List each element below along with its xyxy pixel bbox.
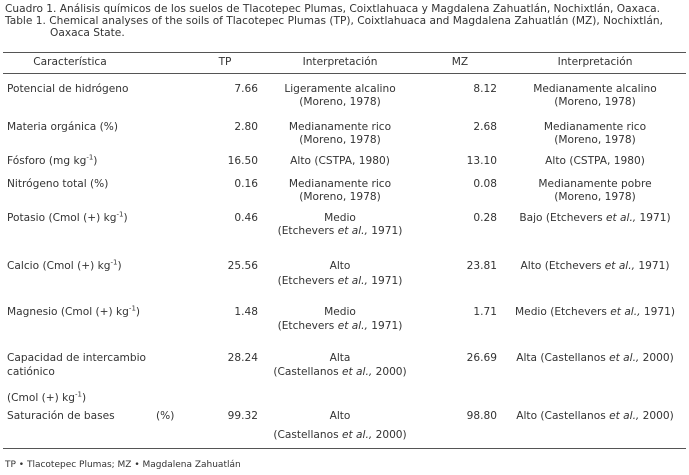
cell-interp-mz-calcio: Alto (Etchevers et al., 1971) bbox=[520, 260, 670, 272]
cell-tp-fosforo: 16.50 bbox=[227, 155, 258, 167]
cell-interp-tp-materia-organica: Medianamente rico bbox=[288, 121, 392, 133]
cell-mz-cic: 26.69 bbox=[466, 352, 497, 364]
cell-interp-tp-saturacion: Alto bbox=[329, 410, 351, 422]
cell-interp-tp-nitrogeno: Medianamente rico bbox=[288, 178, 392, 190]
cell-interp-tp-ph: Ligeramente alcalino bbox=[284, 83, 396, 95]
cell-mz-calcio: 23.81 bbox=[466, 260, 497, 272]
cell-interp-tp-materia-organica-ref: (Moreno, 1978) bbox=[299, 134, 381, 146]
row-label-saturacion-unit: (%) bbox=[156, 410, 175, 422]
table-top-rule bbox=[3, 52, 686, 53]
row-label-potasio: Potasio (Cmol (+) kg-1) bbox=[7, 210, 128, 224]
cell-mz-fosforo: 13.10 bbox=[466, 155, 497, 167]
row-label-ph: Potencial de hidrógeno bbox=[7, 83, 129, 95]
caption-spanish: Cuadro 1. Análisis químicos de los suelo… bbox=[5, 3, 661, 15]
cell-mz-ph: 8.12 bbox=[473, 83, 497, 95]
header-tp: TP bbox=[218, 56, 232, 68]
cell-interp-tp-calcio: Alto bbox=[329, 260, 351, 272]
cell-interp-mz-magnesio: Medio (Etchevers et al., 1971) bbox=[515, 306, 675, 318]
cell-interp-tp-saturacion-ref: (Castellanos et al., 2000) bbox=[273, 429, 407, 441]
cell-mz-nitrogeno: 0.08 bbox=[473, 178, 497, 190]
header-interpretacion-mz: Interpretación bbox=[557, 56, 633, 68]
cell-interp-mz-potasio: Bajo (Etchevers et al., 1971) bbox=[519, 212, 671, 224]
cell-interp-mz-materia-organica: Medianamente rico bbox=[543, 121, 647, 133]
cell-tp-magnesio: 1.48 bbox=[234, 306, 258, 318]
row-label-saturacion: Saturación de bases bbox=[7, 410, 115, 422]
table-header-rule bbox=[3, 73, 686, 74]
cell-mz-magnesio: 1.71 bbox=[473, 306, 497, 318]
cell-tp-materia-organica: 2.80 bbox=[234, 121, 258, 133]
cell-tp-saturacion: 99.32 bbox=[227, 410, 258, 422]
cell-interp-tp-magnesio: Medio bbox=[324, 306, 356, 318]
cell-interp-mz-fosforo: Alto (CSTPA, 1980) bbox=[545, 155, 645, 167]
row-label-materia-organica: Materia orgánica (%) bbox=[7, 121, 119, 133]
cell-tp-ph: 7.66 bbox=[234, 83, 258, 95]
cell-tp-calcio: 25.56 bbox=[227, 260, 258, 272]
row-label-nitrogeno: Nitrógeno total (%) bbox=[7, 178, 109, 190]
row-label-fosforo: Fósforo (mg kg-1) bbox=[7, 153, 98, 167]
cell-interp-tp-fosforo: Alto (CSTPA, 1980) bbox=[290, 155, 390, 167]
cell-interp-tp-magnesio-ref: (Etchevers et al., 1971) bbox=[277, 320, 403, 332]
cell-interp-mz-nitrogeno: Medianamente pobre bbox=[538, 178, 652, 190]
header-interpretacion-tp: Interpretación bbox=[302, 56, 378, 68]
cell-interp-mz-nitrogeno-ref: (Moreno, 1978) bbox=[554, 191, 636, 203]
header-caracteristica: Característica bbox=[33, 56, 107, 68]
row-label-cic-unit: (Cmol (+) kg-1) bbox=[7, 390, 87, 404]
row-label-cic-line2: catiónico bbox=[7, 366, 55, 378]
cell-mz-materia-organica: 2.68 bbox=[473, 121, 497, 133]
cell-interp-mz-cic: Alta (Castellanos et al., 2000) bbox=[516, 352, 674, 364]
cell-interp-tp-potasio: Medio bbox=[324, 212, 356, 224]
row-label-calcio: Calcio (Cmol (+) kg-1) bbox=[7, 258, 122, 272]
cell-interp-tp-cic-ref: (Castellanos et al., 2000) bbox=[273, 366, 407, 378]
cell-tp-nitrogeno: 0.16 bbox=[234, 178, 258, 190]
cell-tp-potasio: 0.46 bbox=[234, 212, 258, 224]
cell-interp-mz-ph: Medianamente alcalino bbox=[533, 83, 657, 95]
cell-interp-tp-ph-ref: (Moreno, 1978) bbox=[299, 96, 381, 108]
header-mz: MZ bbox=[451, 56, 469, 68]
caption-english-continued: Oaxaca State. bbox=[50, 27, 125, 39]
cell-tp-cic: 28.24 bbox=[227, 352, 258, 364]
cell-interp-mz-saturacion: Alto (Castellanos et al., 2000) bbox=[516, 410, 674, 422]
table-bottom-rule bbox=[3, 448, 686, 449]
cell-interp-tp-calcio-ref: (Etchevers et al., 1971) bbox=[277, 275, 403, 287]
row-label-cic: Capacidad de intercambio bbox=[7, 352, 147, 364]
cell-interp-tp-potasio-ref: (Etchevers et al., 1971) bbox=[277, 225, 403, 237]
cell-mz-potasio: 0.28 bbox=[473, 212, 497, 224]
caption-english: Table 1. Chemical analyses of the soils … bbox=[5, 15, 663, 27]
cell-interp-tp-nitrogeno-ref: (Moreno, 1978) bbox=[299, 191, 381, 203]
row-label-magnesio: Magnesio (Cmol (+) kg-1) bbox=[7, 304, 141, 318]
cell-interp-mz-ph-ref: (Moreno, 1978) bbox=[554, 96, 636, 108]
cell-interp-tp-cic: Alta bbox=[329, 352, 351, 364]
cell-interp-mz-materia-organica-ref: (Moreno, 1978) bbox=[554, 134, 636, 146]
cell-mz-saturacion: 98.80 bbox=[466, 410, 497, 422]
table-footnote: TP • Tlacotepec Plumas; MZ • Magdalena Z… bbox=[5, 460, 241, 470]
